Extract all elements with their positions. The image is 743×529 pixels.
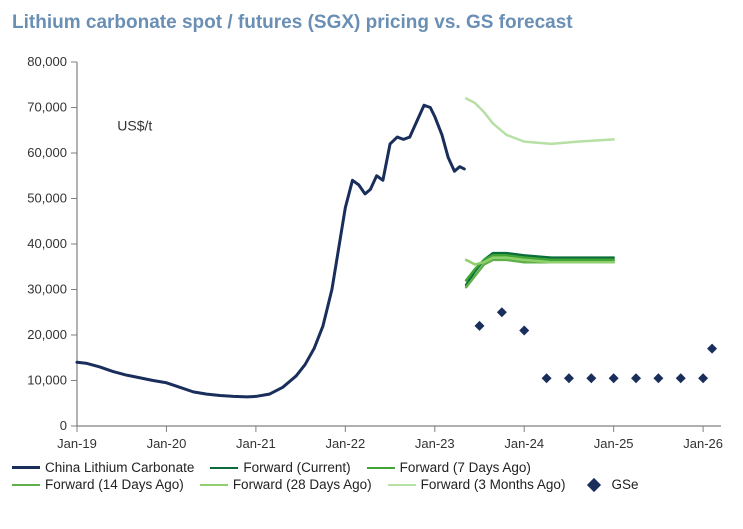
legend-label: Forward (7 Days Ago) [400, 460, 531, 475]
legend-item: Forward (3 Months Ago) [388, 477, 566, 492]
series-marker [519, 325, 529, 335]
series-marker [497, 307, 507, 317]
y-tick-label: 30,000 [27, 282, 67, 297]
y-tick-label: 70,000 [27, 100, 67, 115]
x-tick-label: Jan-20 [147, 436, 187, 451]
legend-item: GSe [581, 477, 638, 492]
y-tick-label: 50,000 [27, 191, 67, 206]
series-marker [564, 373, 574, 383]
legend-swatch-diamond [587, 477, 601, 491]
legend-swatch-line [388, 484, 416, 486]
legend-label: Forward (14 Days Ago) [45, 477, 184, 492]
y-tick-label: 0 [60, 418, 67, 433]
legend-swatch-line [210, 467, 238, 469]
series-marker [698, 373, 708, 383]
x-tick-label: Jan-25 [594, 436, 634, 451]
x-tick-label: Jan-21 [236, 436, 276, 451]
chart-svg: 0 10,000 20,000 30,000 40,000 50,000 60,000 70,… [12, 44, 731, 454]
legend-label: GSe [611, 477, 638, 492]
x-tick-label: Jan-24 [504, 436, 544, 451]
legend-label: Forward (Current) [243, 460, 350, 475]
legend-label: Forward (3 Months Ago) [421, 477, 566, 492]
x-tick-label: Jan-22 [325, 436, 365, 451]
series-line [466, 98, 614, 143]
y-tick-label: 60,000 [27, 145, 67, 160]
y-tick-label: 80,000 [27, 54, 67, 69]
legend: China Lithium Carbonate Forward (Current)… [12, 460, 731, 494]
legend-item: Forward (28 Days Ago) [200, 477, 372, 492]
y-tick-label: 20,000 [27, 327, 67, 342]
legend-item: Forward (Current) [210, 460, 350, 475]
legend-item: Forward (7 Days Ago) [367, 460, 531, 475]
x-tick-label: Jan-23 [415, 436, 455, 451]
legend-label: China Lithium Carbonate [45, 460, 194, 475]
series-marker [631, 373, 641, 383]
series-marker [475, 321, 485, 331]
legend-item: China Lithium Carbonate [12, 460, 194, 475]
series-marker [609, 373, 619, 383]
y-tick-label: 40,000 [27, 236, 67, 251]
series-marker [676, 373, 686, 383]
x-tick-label: Jan-19 [57, 436, 97, 451]
legend-swatch-line [200, 484, 228, 486]
legend-label: Forward (28 Days Ago) [233, 477, 372, 492]
series-marker [542, 373, 552, 383]
series-marker [707, 344, 717, 354]
series-line [77, 105, 464, 397]
y-tick-label: 10,000 [27, 373, 67, 388]
series-line [466, 260, 614, 287]
series-marker [586, 373, 596, 383]
axis-unit-label: US$/t [117, 117, 152, 133]
legend-swatch-line [12, 466, 40, 469]
chart-area: 0 10,000 20,000 30,000 40,000 50,000 60,000 70,… [12, 44, 731, 454]
chart-title: Lithium carbonate spot / futures (SGX) p… [12, 12, 731, 34]
series-marker [653, 373, 663, 383]
x-tick-label: Jan-26 [683, 436, 723, 451]
legend-item: Forward (14 Days Ago) [12, 477, 184, 492]
legend-swatch-line [367, 467, 395, 469]
legend-swatch-line [12, 484, 40, 486]
